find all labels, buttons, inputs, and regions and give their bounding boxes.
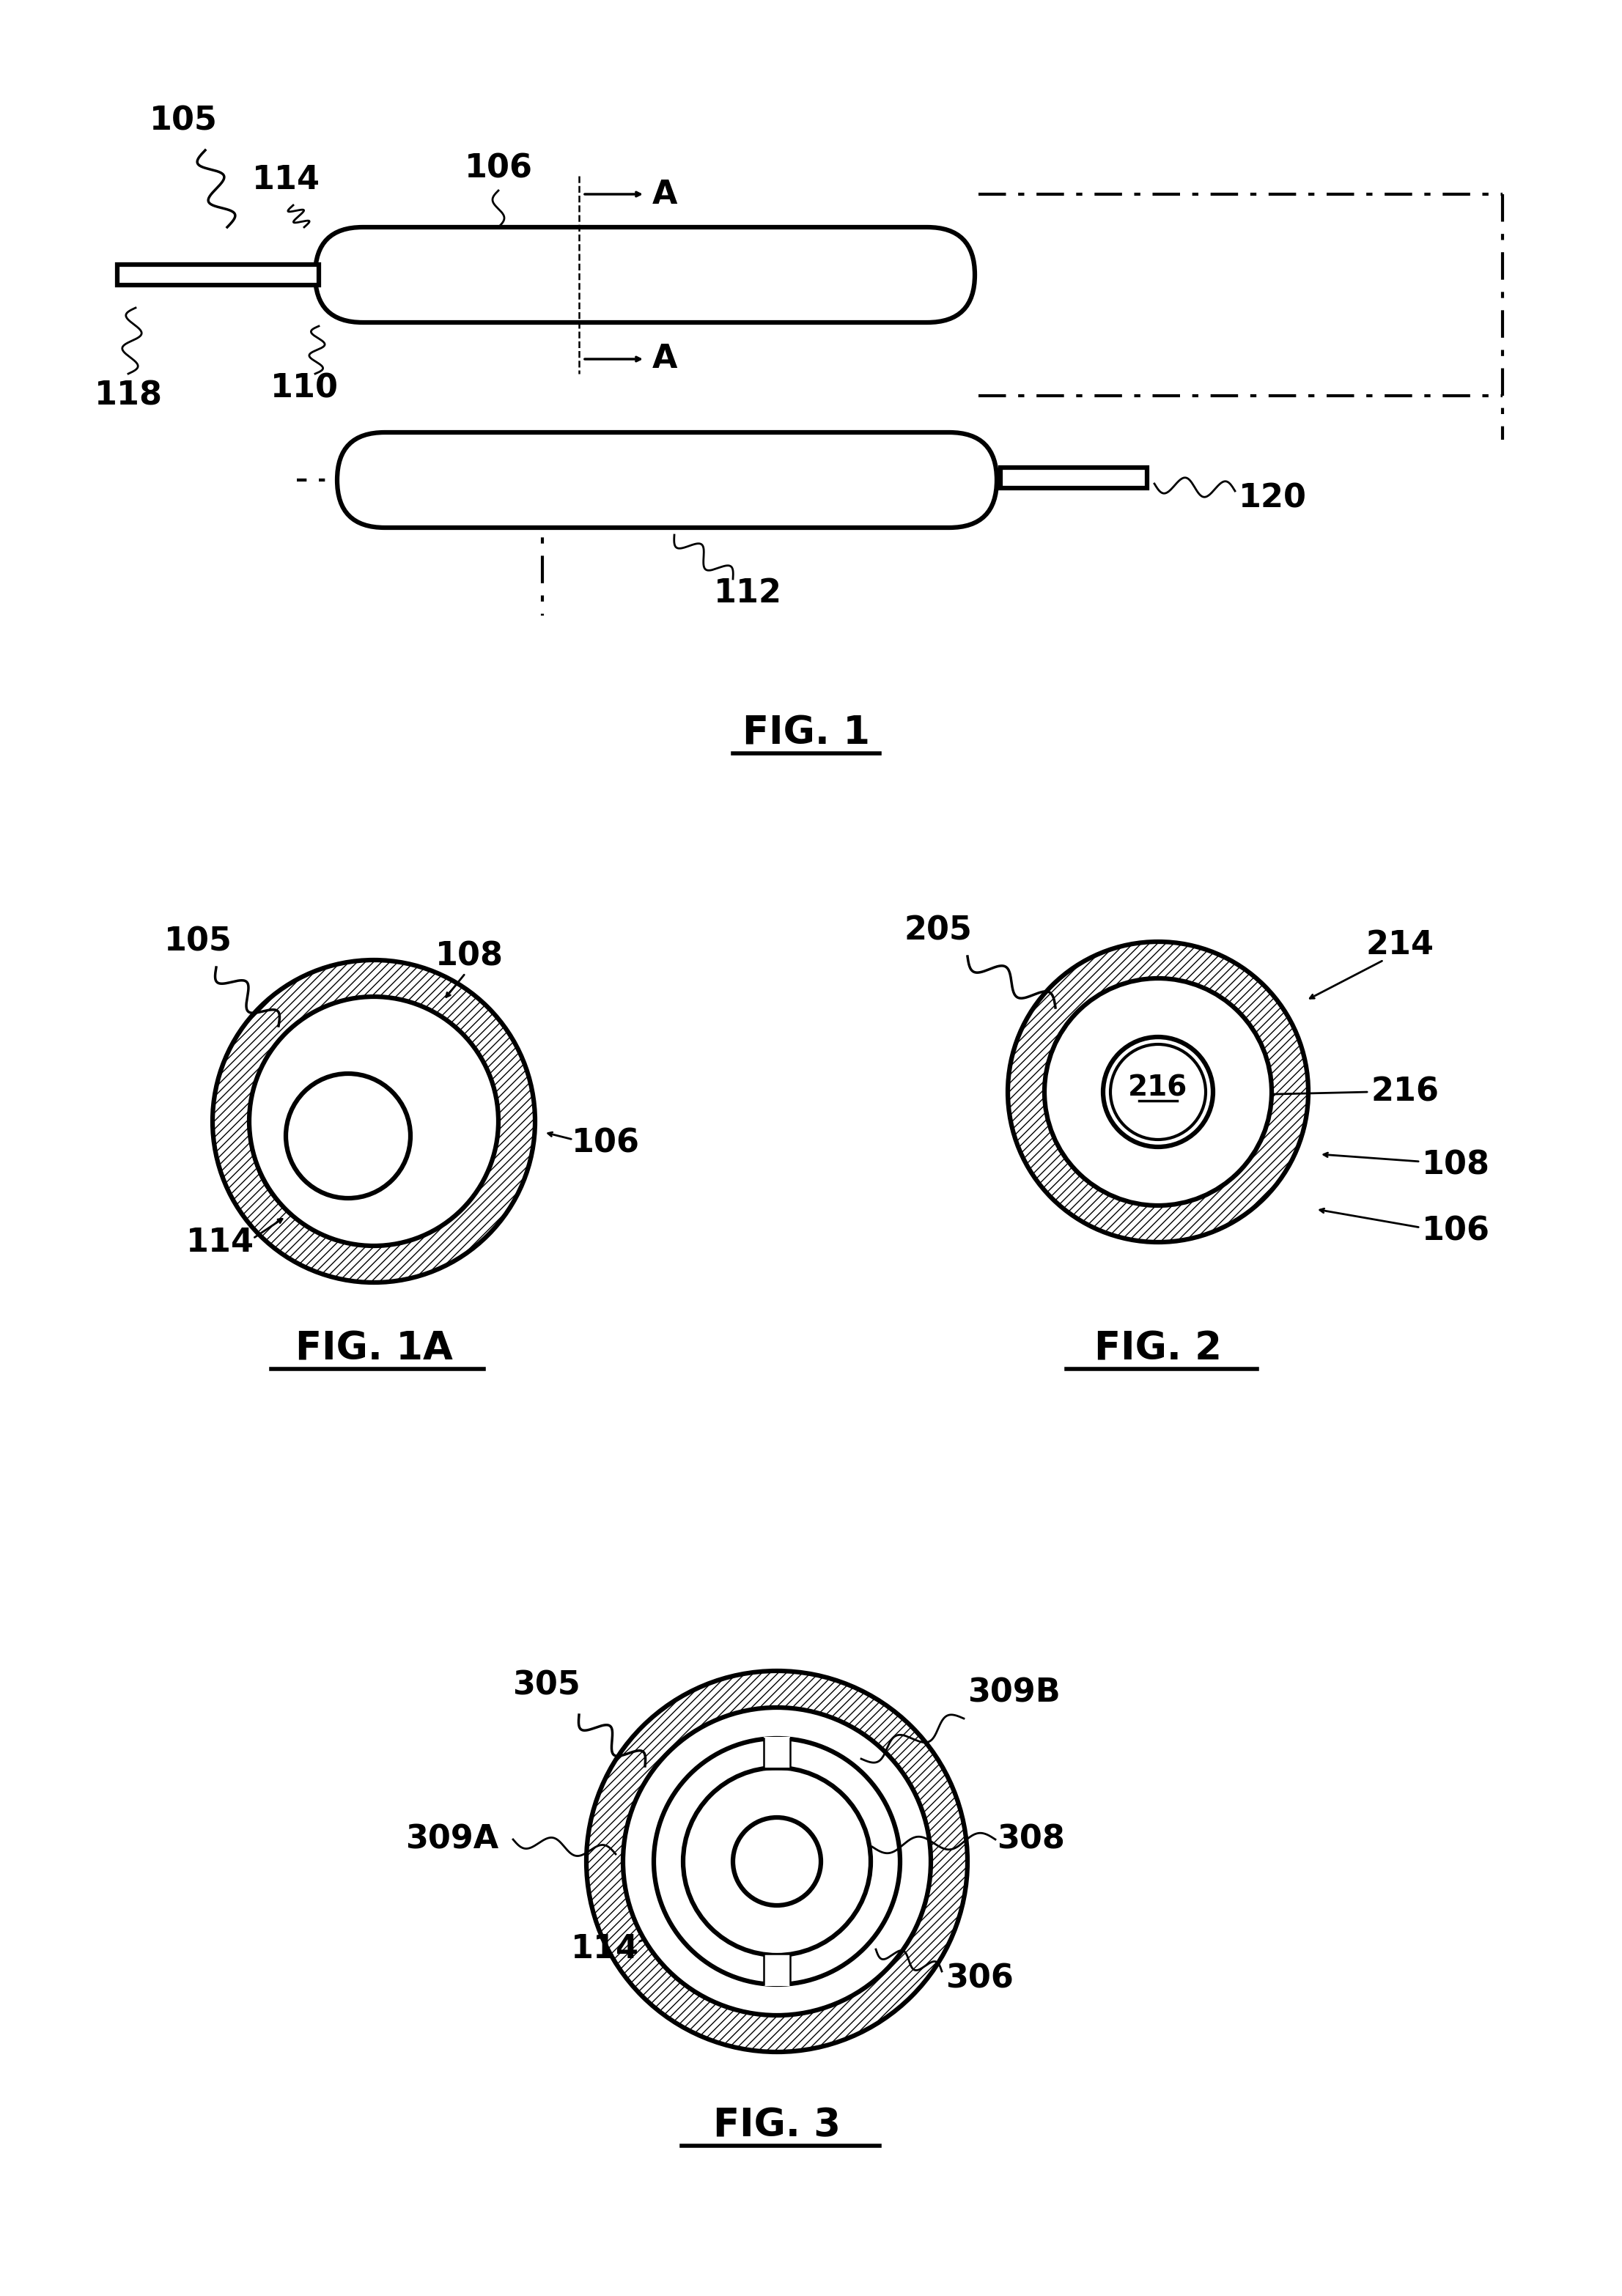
Bar xyxy=(1001,468,1147,489)
FancyBboxPatch shape xyxy=(337,432,998,528)
Bar xyxy=(764,1736,790,1768)
Text: 120: 120 xyxy=(1239,482,1307,514)
Text: 216: 216 xyxy=(1371,1077,1439,1107)
Bar xyxy=(117,264,320,285)
Circle shape xyxy=(654,1738,900,1984)
Text: 309B: 309B xyxy=(967,1676,1061,1708)
Text: A: A xyxy=(652,344,678,374)
Text: 216: 216 xyxy=(1129,1075,1187,1102)
Circle shape xyxy=(1074,1008,1242,1176)
Text: 306: 306 xyxy=(946,1963,1014,1995)
Text: 106: 106 xyxy=(464,154,532,184)
Circle shape xyxy=(285,1075,410,1199)
FancyBboxPatch shape xyxy=(315,227,975,321)
Text: 112: 112 xyxy=(714,579,782,608)
Text: 118: 118 xyxy=(94,379,162,411)
Circle shape xyxy=(250,996,498,1247)
Text: 105: 105 xyxy=(164,925,232,957)
Text: 205: 205 xyxy=(903,914,972,946)
Text: 114: 114 xyxy=(251,163,320,195)
Text: 214: 214 xyxy=(1366,930,1434,962)
Text: 105: 105 xyxy=(149,106,217,138)
Circle shape xyxy=(212,960,535,1283)
Text: 305: 305 xyxy=(513,1669,581,1701)
Text: FIG. 1A: FIG. 1A xyxy=(295,1329,453,1368)
Text: A: A xyxy=(652,179,678,209)
Circle shape xyxy=(683,1768,871,1956)
Text: 108: 108 xyxy=(435,941,503,971)
Circle shape xyxy=(733,1818,821,1906)
Circle shape xyxy=(1111,1045,1205,1139)
Text: 106: 106 xyxy=(1422,1215,1491,1247)
Circle shape xyxy=(253,1040,443,1231)
Text: FIG. 2: FIG. 2 xyxy=(1095,1329,1221,1368)
Bar xyxy=(764,1954,790,1986)
Text: 106: 106 xyxy=(571,1127,639,1159)
Text: 114: 114 xyxy=(187,1226,255,1258)
Circle shape xyxy=(1007,941,1309,1242)
Circle shape xyxy=(623,1708,931,2016)
Text: 308: 308 xyxy=(998,1823,1066,1855)
Text: FIG. 1: FIG. 1 xyxy=(743,714,869,751)
Text: 108: 108 xyxy=(1422,1150,1491,1180)
Circle shape xyxy=(707,1791,847,1931)
Text: 110: 110 xyxy=(271,372,339,404)
Circle shape xyxy=(1103,1038,1213,1148)
Circle shape xyxy=(587,1671,967,2053)
Text: 309A: 309A xyxy=(406,1823,498,1855)
Text: 114: 114 xyxy=(571,1933,639,1965)
Circle shape xyxy=(1045,978,1272,1205)
Text: FIG. 3: FIG. 3 xyxy=(714,2105,840,2144)
